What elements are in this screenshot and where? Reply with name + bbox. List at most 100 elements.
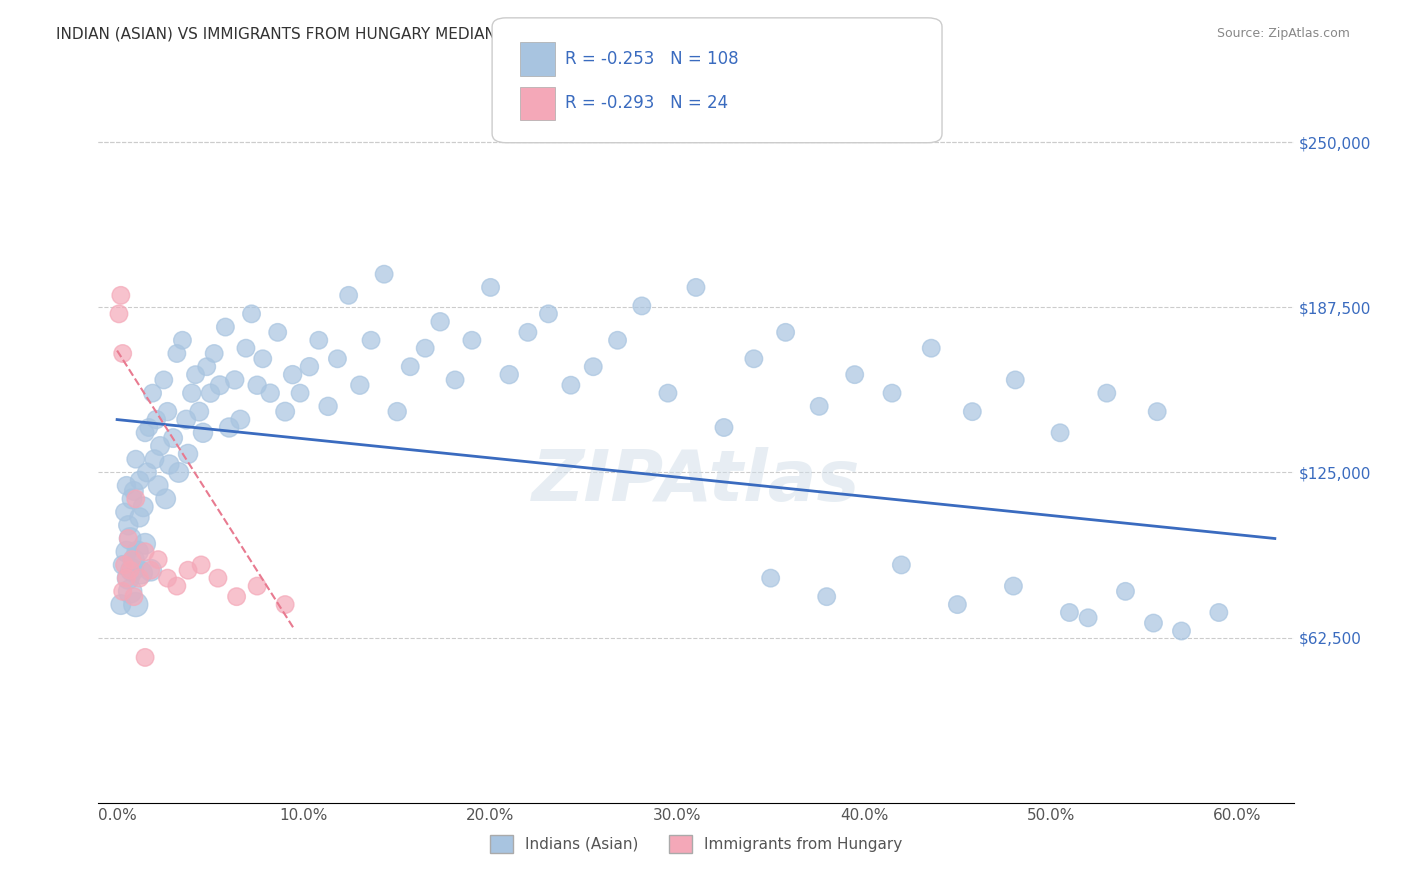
Point bbox=[115, 571, 138, 585]
Point bbox=[685, 280, 707, 294]
Point bbox=[134, 650, 156, 665]
Point bbox=[120, 532, 142, 546]
Point bbox=[240, 307, 263, 321]
Point bbox=[125, 598, 148, 612]
Point bbox=[114, 505, 136, 519]
Point bbox=[120, 584, 142, 599]
Point bbox=[252, 351, 274, 366]
Point bbox=[316, 400, 339, 414]
Point bbox=[177, 447, 200, 461]
Point bbox=[111, 584, 134, 599]
Point bbox=[167, 466, 190, 480]
Point bbox=[166, 579, 188, 593]
Point bbox=[157, 458, 180, 472]
Point bbox=[200, 386, 222, 401]
Point bbox=[121, 563, 143, 577]
Point bbox=[114, 558, 136, 572]
Point bbox=[149, 439, 172, 453]
Point bbox=[498, 368, 520, 382]
Point bbox=[134, 537, 156, 551]
Point bbox=[429, 315, 451, 329]
Point bbox=[191, 425, 214, 440]
Point bbox=[132, 500, 155, 514]
Point bbox=[172, 333, 194, 347]
Point bbox=[111, 558, 134, 572]
Point bbox=[121, 491, 143, 506]
Point bbox=[630, 299, 652, 313]
Point bbox=[145, 412, 167, 426]
Point bbox=[742, 351, 765, 366]
Point bbox=[880, 386, 903, 401]
Point bbox=[274, 598, 297, 612]
Point bbox=[385, 404, 409, 418]
Point bbox=[138, 420, 160, 434]
Point bbox=[606, 333, 628, 347]
Point bbox=[844, 368, 866, 382]
Point bbox=[1004, 373, 1026, 387]
Point bbox=[162, 431, 184, 445]
Point bbox=[110, 598, 132, 612]
Point bbox=[174, 412, 197, 426]
Point bbox=[143, 452, 166, 467]
Point bbox=[890, 558, 912, 572]
Point bbox=[1095, 386, 1118, 401]
Point bbox=[1049, 425, 1071, 440]
Point bbox=[115, 545, 138, 559]
Point bbox=[134, 425, 156, 440]
Point bbox=[1059, 606, 1081, 620]
Point bbox=[349, 378, 371, 392]
Point bbox=[188, 404, 211, 418]
Point bbox=[1142, 616, 1164, 631]
Point bbox=[120, 563, 142, 577]
Point bbox=[225, 590, 247, 604]
Text: Source: ZipAtlas.com: Source: ZipAtlas.com bbox=[1216, 27, 1350, 40]
Point bbox=[259, 386, 281, 401]
Point bbox=[122, 590, 145, 604]
Point bbox=[1146, 404, 1168, 418]
Point bbox=[166, 346, 188, 360]
Point bbox=[288, 386, 311, 401]
Point bbox=[759, 571, 782, 585]
Point bbox=[214, 320, 236, 334]
Point bbox=[444, 373, 467, 387]
Point bbox=[1208, 606, 1230, 620]
Point bbox=[122, 552, 145, 566]
Point bbox=[1170, 624, 1192, 638]
Point bbox=[152, 373, 174, 387]
Point bbox=[373, 267, 395, 281]
Point bbox=[326, 351, 349, 366]
Point bbox=[413, 341, 436, 355]
Point bbox=[134, 545, 156, 559]
Point bbox=[560, 378, 582, 392]
Point bbox=[808, 400, 831, 414]
Point bbox=[128, 474, 150, 488]
Point bbox=[537, 307, 560, 321]
Point bbox=[139, 563, 162, 577]
Point bbox=[195, 359, 218, 374]
Point bbox=[108, 307, 131, 321]
Point bbox=[246, 579, 269, 593]
Point bbox=[156, 404, 179, 418]
Text: INDIAN (ASIAN) VS IMMIGRANTS FROM HUNGARY MEDIAN HOUSEHOLD INCOME CORRELATION CH: INDIAN (ASIAN) VS IMMIGRANTS FROM HUNGAR… bbox=[56, 27, 835, 42]
Point bbox=[946, 598, 969, 612]
Point bbox=[479, 280, 502, 294]
Point bbox=[139, 563, 162, 577]
Text: ZIPAtlas: ZIPAtlas bbox=[531, 447, 860, 516]
Point bbox=[115, 478, 138, 492]
Point bbox=[267, 326, 290, 340]
Point bbox=[155, 491, 177, 506]
Point bbox=[218, 420, 240, 434]
Point bbox=[360, 333, 382, 347]
Point bbox=[235, 341, 257, 355]
Legend: Indians (Asian), Immigrants from Hungary: Indians (Asian), Immigrants from Hungary bbox=[484, 829, 908, 859]
Point bbox=[122, 483, 145, 498]
Point bbox=[110, 288, 132, 302]
Point bbox=[148, 552, 170, 566]
Text: R = -0.293   N = 24: R = -0.293 N = 24 bbox=[565, 95, 728, 112]
Point bbox=[1002, 579, 1025, 593]
Point bbox=[117, 518, 139, 533]
Point bbox=[117, 571, 139, 585]
Point bbox=[713, 420, 735, 434]
Point bbox=[111, 346, 134, 360]
Point bbox=[127, 545, 149, 559]
